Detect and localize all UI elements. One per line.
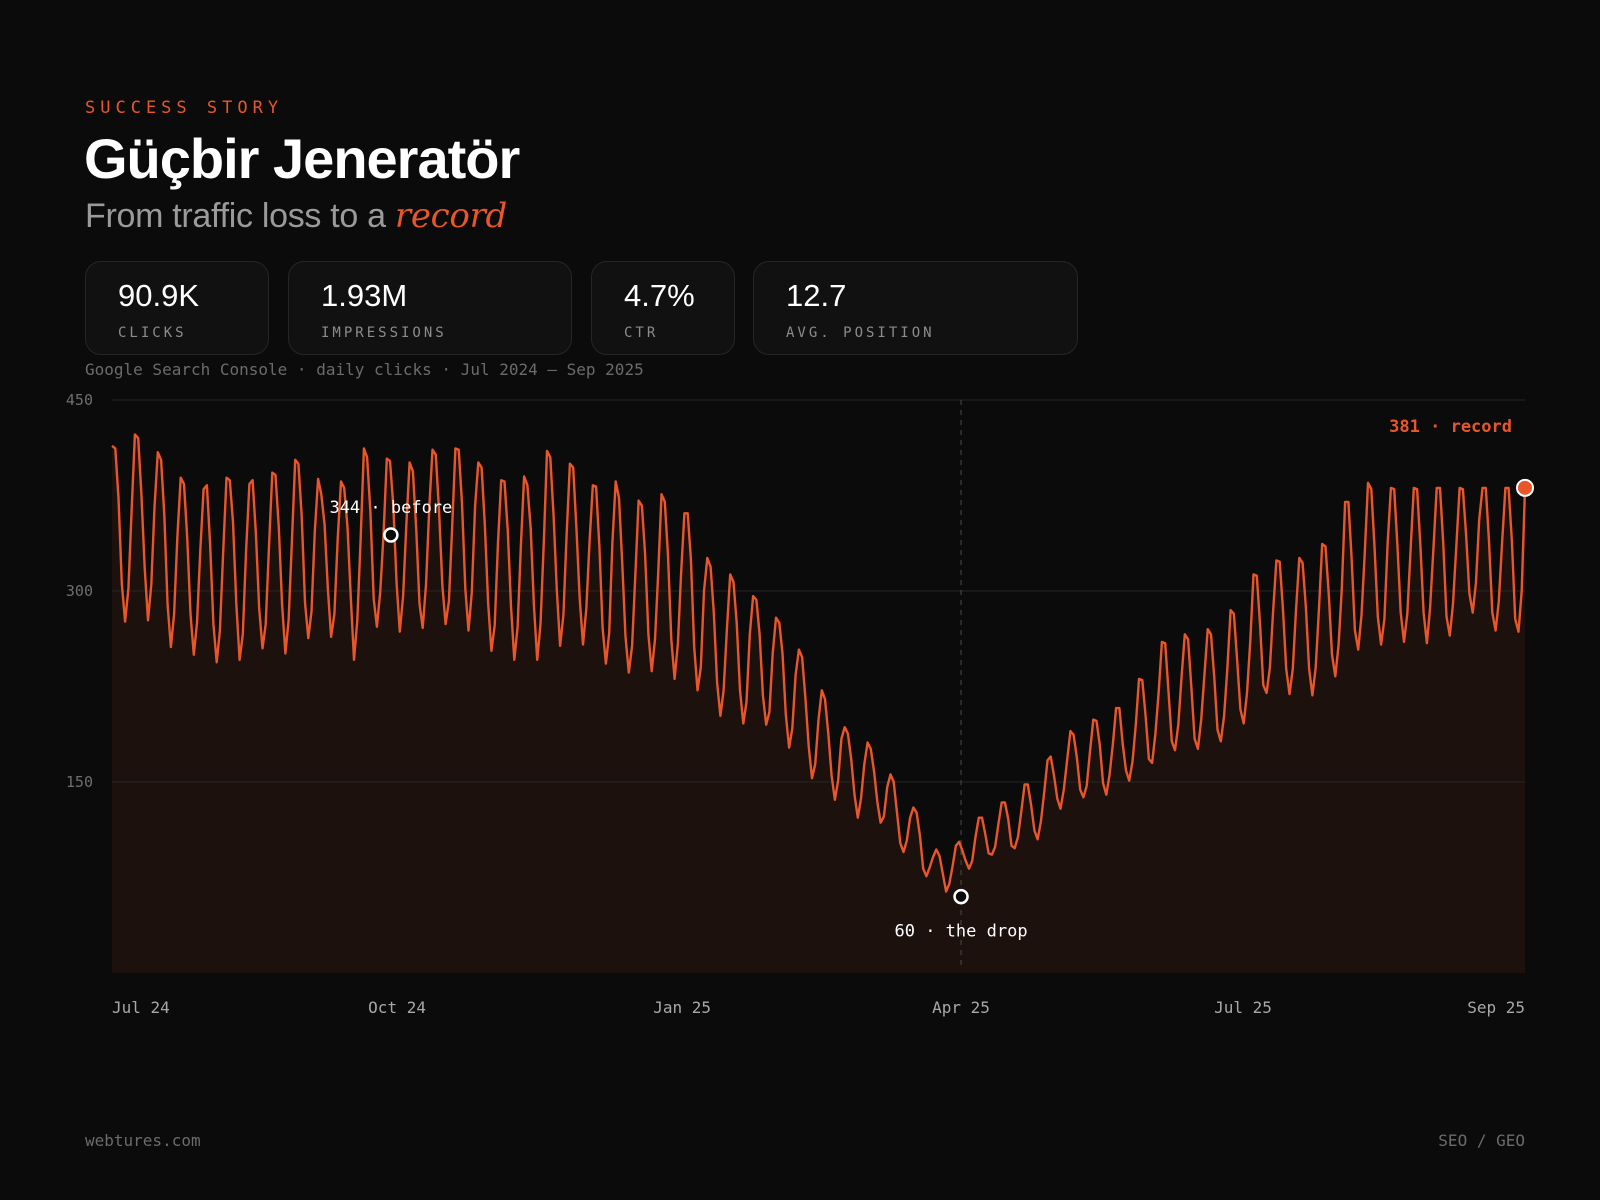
stat-value: 1.93M [321,278,408,313]
y-tick-label: 450 [66,391,93,409]
stat-value: 4.7% [624,278,695,313]
stat-label: CLICKS [118,325,187,341]
y-tick-label: 300 [66,582,93,600]
footer-tag: SEO / GEO [1438,1131,1525,1150]
stat-label: IMPRESSIONS [321,325,447,341]
stat-card-impressions: 1.93M IMPRESSIONS [288,261,572,355]
x-tick-label: Jul 24 [112,998,170,1017]
eyebrow-label: SUCCESS STORY [85,98,284,118]
subtitle-text: From traffic loss to a [85,197,395,235]
stat-value: 12.7 [786,278,847,313]
stat-label: CTR [624,325,659,341]
area-fill [112,434,1525,973]
stat-card-clicks: 90.9K CLICKS [85,261,269,355]
footer-site: webtures.com [85,1131,201,1150]
series-line [111,433,1527,893]
y-tick-label: 150 [66,773,93,791]
page-title: Güçbir Jeneratör [84,127,520,190]
x-tick-label: Oct 24 [368,998,426,1017]
annotation-label: 344 · before [329,498,452,518]
subtitle-accent: record [394,196,508,236]
clicks-chart: 450 300 150 Jul 24 Oct 24 Jan 25 Apr 25 Jul 25 S… [66,391,1534,1017]
record-marker [1516,478,1534,497]
chart-caption: Google Search Console · daily clicks · J… [85,360,644,379]
x-tick-label: Jan 25 [653,998,711,1017]
annotation-marker [383,527,399,543]
annotation-marker [953,888,969,905]
stat-card-avg-position: 12.7 AVG. POSITION [753,261,1078,355]
x-tick-label: Sep 25 [1467,998,1525,1017]
stat-value: 90.9K [118,278,200,313]
stat-label: AVG. POSITION [786,325,935,341]
annotation-label: 60 · the drop [895,922,1028,942]
x-tick-label: Apr 25 [932,998,990,1017]
stat-card-ctr: 4.7% CTR [591,261,735,355]
x-tick-label: Jul 25 [1214,998,1272,1017]
page-subtitle: From traffic loss to a record [85,196,507,236]
annotation-label: 381 · record [1389,417,1512,437]
